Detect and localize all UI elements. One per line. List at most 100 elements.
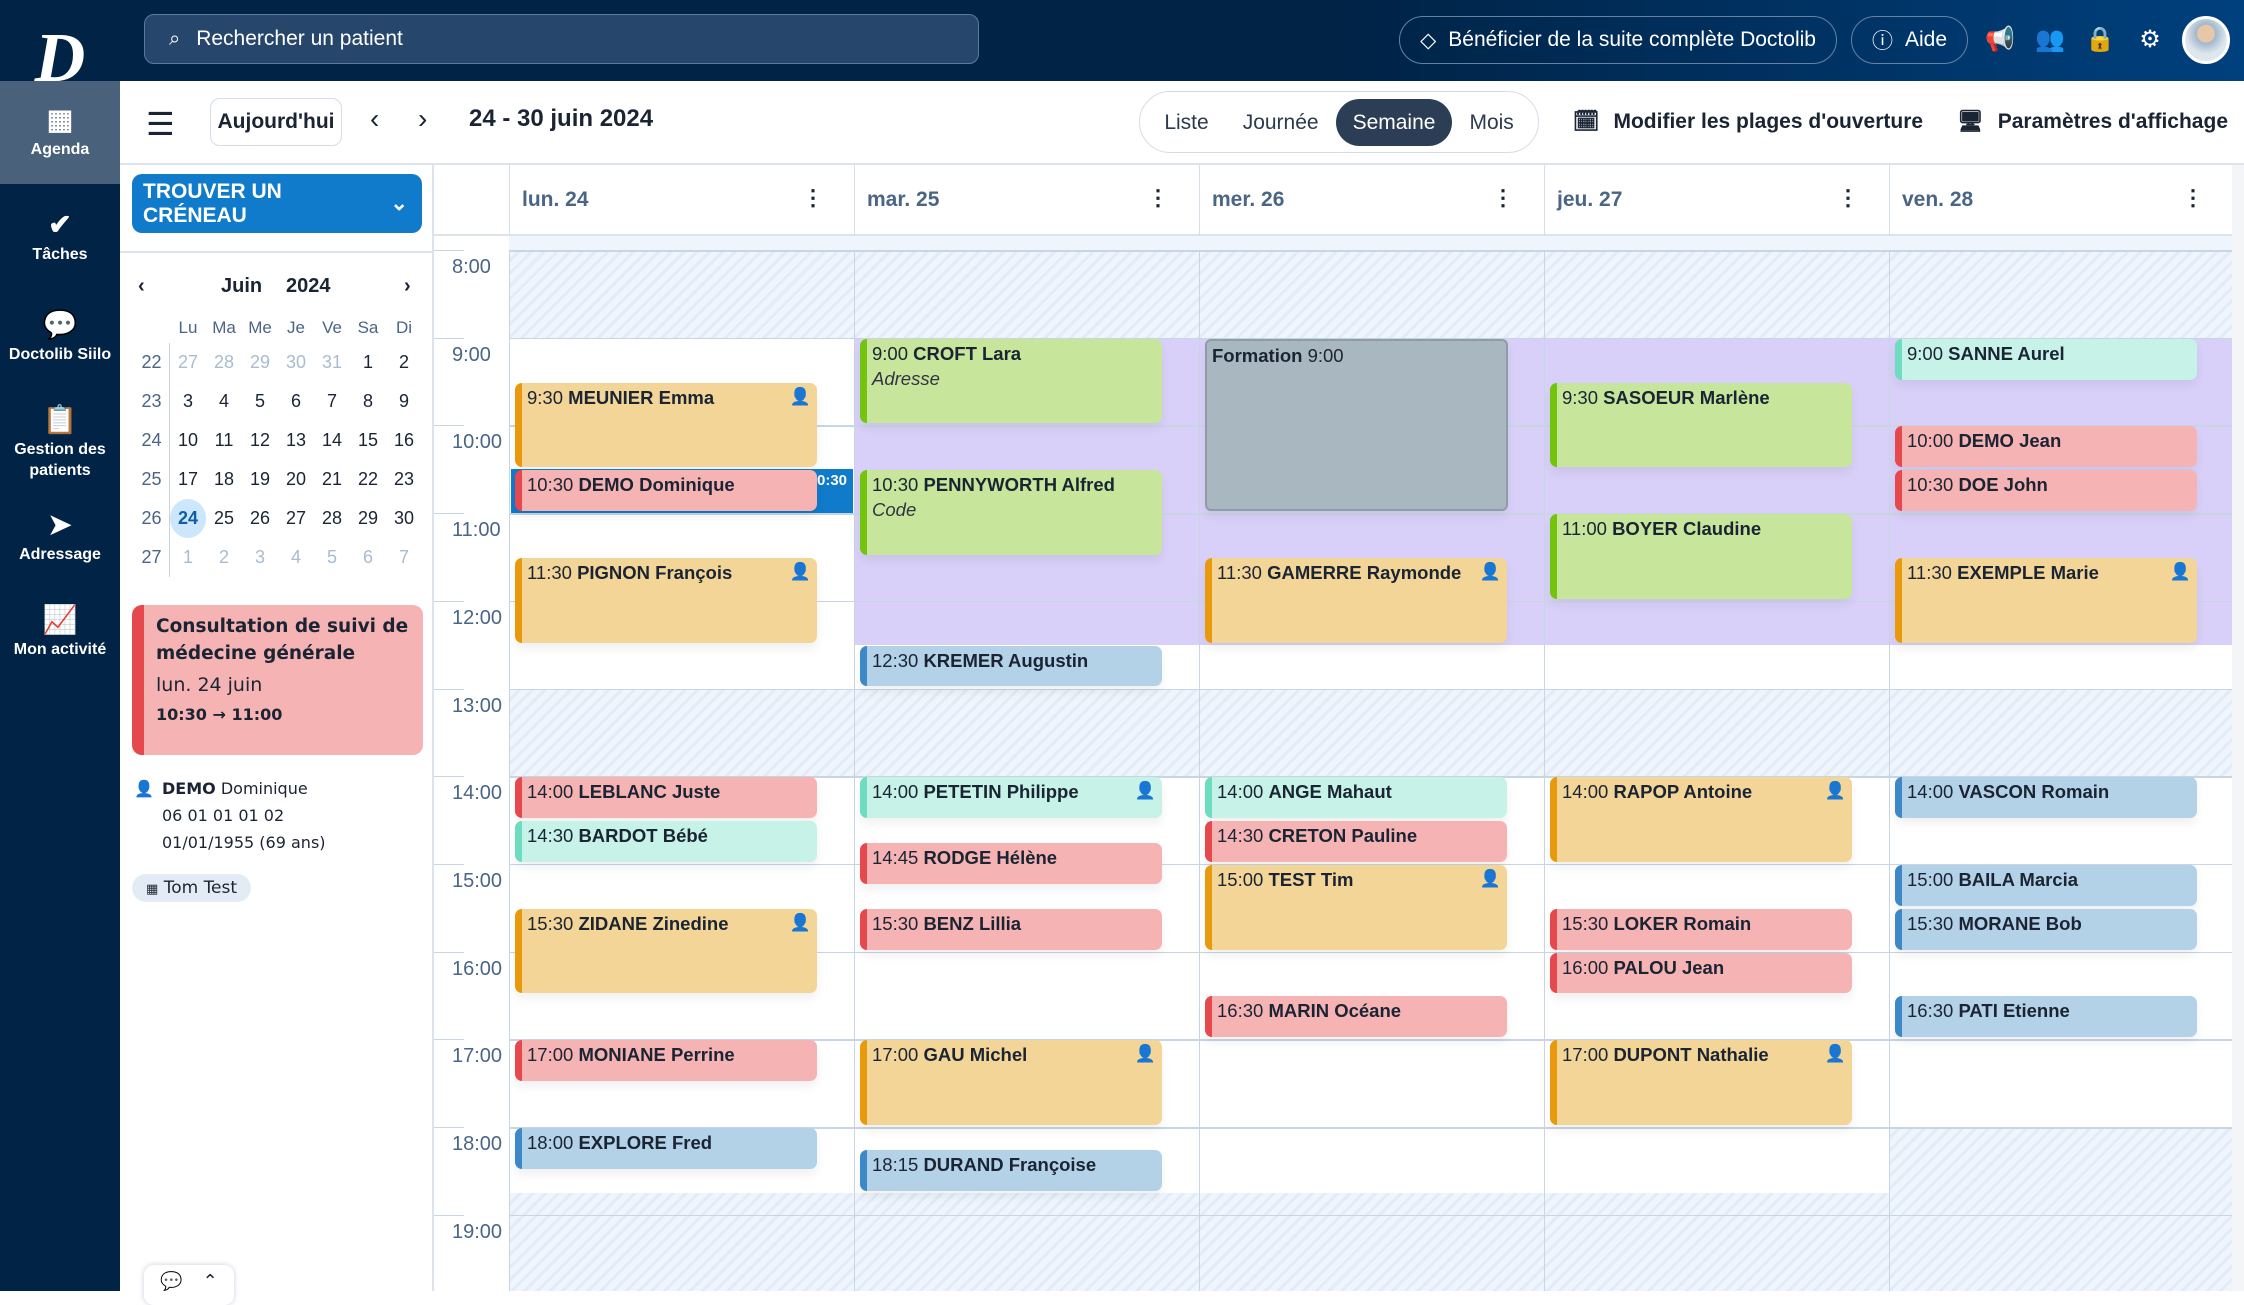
mini-calendar-day[interactable]: 10 — [177, 430, 199, 450]
nav-item-gestion-des-patients[interactable]: 📋 Gestion des patients — [0, 381, 120, 481]
display-settings-button[interactable]: 🖥 Paramètres d'affichage — [1957, 110, 2228, 133]
appointment[interactable]: 14:00 LEBLANC Juste — [515, 777, 817, 819]
mini-calendar-day[interactable]: 19 — [249, 469, 271, 489]
day-header[interactable]: lun. 24 ⋮ — [509, 165, 854, 236]
nav-item-agenda[interactable]: ▦ Agenda — [0, 81, 120, 184]
mini-calendar-day[interactable]: 31 — [321, 352, 343, 372]
appointment[interactable]: 14:45 RODGE Hélène — [860, 842, 1162, 884]
mini-calendar-day[interactable]: 25 — [213, 508, 235, 528]
mini-calendar-day[interactable]: 2 — [398, 352, 409, 372]
nav-item-doctolib-siilo[interactable]: 💬 Doctolib Siilo — [0, 286, 120, 366]
mini-calendar-day[interactable]: 4 — [218, 391, 229, 411]
mini-calendar-day[interactable]: 23 — [393, 469, 415, 489]
tab-semaine[interactable]: Semaine — [1335, 98, 1453, 146]
mini-calendar-day[interactable]: 6 — [290, 391, 301, 411]
appointment[interactable]: 11:00 BOYER Claudine — [1550, 514, 1852, 599]
appointment[interactable]: 9:00 CROFT Lara Adresse — [860, 338, 1162, 424]
appointment[interactable]: 15:30 MORANE Bob — [1895, 908, 2197, 950]
appointment[interactable]: 9:30 SASOEUR Marlène — [1550, 382, 1852, 468]
mini-calendar-day[interactable]: 27 — [177, 352, 199, 372]
mini-calendar-day[interactable]: 21 — [321, 469, 343, 489]
mini-calendar-day[interactable]: 27 — [285, 508, 307, 528]
appointment[interactable]: 15:30 BENZ Lillia — [860, 908, 1162, 950]
mini-calendar-day[interactable]: 3 — [254, 547, 265, 567]
mini-calendar-day[interactable]: 6 — [362, 547, 373, 567]
nav-item-adressage[interactable]: ➤ Adressage — [0, 486, 120, 566]
mini-calendar-day[interactable]: 7 — [398, 547, 409, 567]
appointment[interactable]: 15:30 LOKER Romain — [1550, 908, 1852, 950]
appointment[interactable]: 17:00 MONIANE Perrine — [515, 1040, 817, 1082]
more-options-icon[interactable]: ⋮ — [1492, 185, 1514, 210]
appointment[interactable]: 11:30 EXEMPLE Marie 👤 — [1895, 557, 2197, 643]
day-header[interactable]: ven. 28 ⋮ — [1889, 165, 2234, 236]
appointment[interactable]: 10:30 PENNYWORTH Alfred Code — [860, 470, 1162, 555]
nav-item-tâches[interactable]: ✔ Tâches — [0, 186, 120, 266]
tab-liste[interactable]: Liste — [1164, 110, 1209, 134]
mini-calendar-day[interactable]: 9 — [398, 391, 409, 411]
avatar[interactable] — [2182, 16, 2230, 64]
day-header[interactable]: mer. 26 ⋮ — [1199, 165, 1544, 236]
help-button[interactable]: ⓘ Aide — [1850, 16, 1968, 64]
mini-calendar-day[interactable]: 26 — [249, 508, 271, 528]
mini-calendar-day[interactable]: 28 — [213, 352, 235, 372]
mini-calendar-day[interactable]: 5 — [326, 547, 337, 567]
mini-calendar-day[interactable]: 14 — [321, 430, 343, 450]
gear-icon[interactable]: ⚙ — [2139, 26, 2161, 53]
appointment[interactable]: 14:00 VASCON Romain — [1895, 777, 2197, 819]
tab-mois[interactable]: Mois — [1469, 110, 1514, 134]
mini-calendar-day[interactable]: 12 — [249, 430, 271, 450]
mini-calendar-day[interactable]: 30 — [393, 508, 415, 528]
mini-calendar-day[interactable]: 3 — [182, 391, 193, 411]
find-slot-button[interactable]: TROUVER UN CRÉNEAU ⌄ — [132, 174, 422, 233]
lock-icon[interactable]: 🔒 — [2085, 26, 2115, 53]
appointment[interactable]: 9:00 SANNE Aurel — [1895, 338, 2197, 380]
previous-month-button[interactable]: ‹ — [138, 275, 145, 297]
chat-toggle[interactable]: 💬 ⌃ — [144, 1265, 234, 1305]
mini-calendar-day[interactable]: 17 — [177, 469, 199, 489]
edit-opening-hours-button[interactable]: 🗓 Modifier les plages d'ouverture — [1572, 110, 1924, 133]
appointment[interactable]: 17:00 GAU Michel 👤 — [860, 1040, 1162, 1125]
appointment[interactable]: 17:00 DUPONT Nathalie 👤 — [1550, 1040, 1852, 1125]
selected-appointment-card[interactable]: Consultation de suivi de médecine généra… — [132, 605, 423, 755]
mini-calendar-day[interactable]: 7 — [326, 391, 337, 411]
appointment[interactable]: 15:00 BAILA Marcia — [1895, 864, 2197, 906]
mini-calendar-day[interactable]: 24 — [170, 499, 206, 538]
team-icon[interactable]: 👥 — [2035, 26, 2065, 53]
appointment[interactable]: 15:00 TEST Tim 👤 — [1205, 864, 1507, 950]
appointment[interactable]: 10:00 DEMO Jean — [1895, 426, 2197, 468]
mini-calendar-day[interactable]: 4 — [290, 547, 301, 567]
next-month-button[interactable]: › — [404, 275, 411, 297]
scrollbar[interactable] — [2232, 165, 2244, 1291]
appointment[interactable]: 12:30 KREMER Augustin — [860, 645, 1162, 687]
more-options-icon[interactable]: ⋮ — [2182, 185, 2204, 210]
menu-icon[interactable]: ☰ — [146, 106, 175, 142]
mini-calendar-day[interactable]: 11 — [214, 430, 234, 450]
day-header[interactable]: mar. 25 ⋮ — [854, 165, 1199, 236]
appointment[interactable]: 16:30 PATI Etienne — [1895, 996, 2197, 1038]
next-week-button[interactable]: › — [418, 103, 428, 134]
mini-calendar-day[interactable]: 2 — [218, 547, 229, 567]
appointment[interactable]: 10:30 DEMO Dominique — [515, 470, 817, 512]
appointment[interactable]: 14:30 BARDOT Bébé — [515, 821, 817, 862]
more-options-icon[interactable]: ⋮ — [1837, 185, 1859, 210]
mini-calendar-day[interactable]: 1 — [362, 352, 373, 372]
mini-calendar-day[interactable]: 13 — [285, 430, 307, 450]
more-options-icon[interactable]: ⋮ — [802, 185, 824, 210]
nav-item-mon-activité[interactable]: 📈 Mon activité — [0, 581, 120, 661]
today-button[interactable]: Aujourd'hui — [210, 98, 342, 146]
appointment[interactable]: 18:00 EXPLORE Fred — [515, 1128, 817, 1169]
appointment[interactable]: 14:00 PETETIN Philippe 👤 — [860, 777, 1162, 819]
megaphone-icon[interactable]: 📢 — [1985, 26, 2015, 53]
patient-search-input[interactable]: ⌕ Rechercher un patient — [144, 14, 979, 64]
patient-name[interactable]: DEMO Dominique — [162, 779, 308, 798]
appointment[interactable]: 9:30 MEUNIER Emma 👤 — [515, 382, 817, 468]
day-column[interactable] — [1889, 250, 2234, 1291]
previous-week-button[interactable]: ‹ — [370, 103, 380, 134]
mini-calendar-day[interactable]: 29 — [249, 352, 271, 372]
formation-block[interactable]: Formation 9:00 — [1205, 338, 1508, 512]
mini-calendar-day[interactable]: 20 — [285, 469, 307, 489]
appointment[interactable]: 18:15 DURAND Françoise — [860, 1149, 1162, 1191]
appointment[interactable]: 16:00 PALOU Jean — [1550, 952, 1852, 994]
more-options-icon[interactable]: ⋮ — [1147, 185, 1169, 210]
mini-calendar-day[interactable]: 15 — [357, 430, 379, 450]
